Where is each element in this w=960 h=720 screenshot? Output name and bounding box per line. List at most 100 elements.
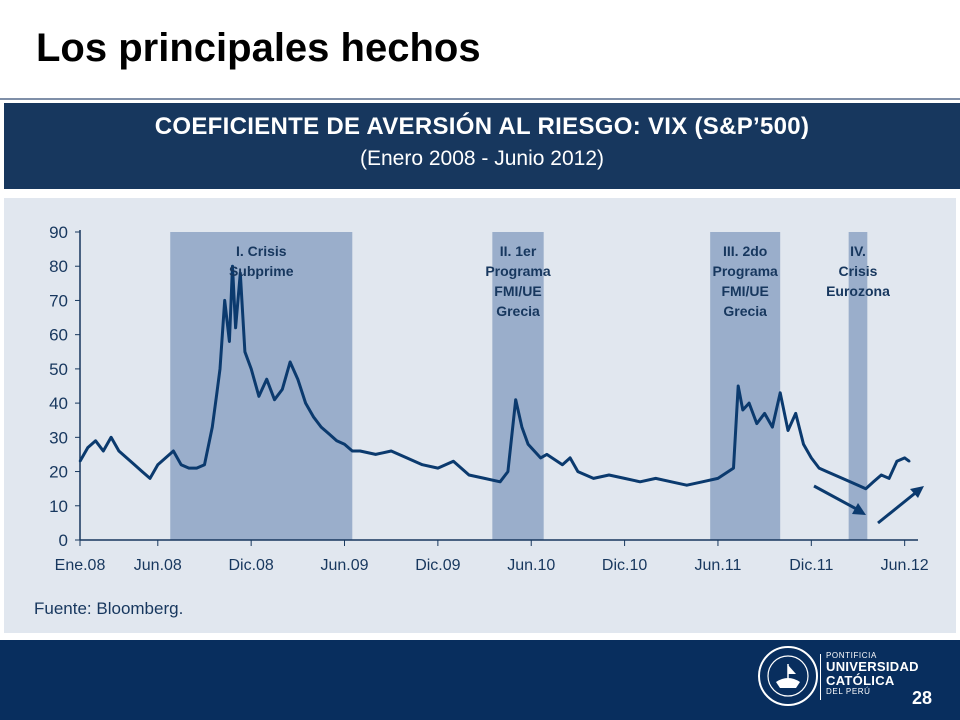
y-tick-label-70: 70 [49,291,68,310]
chart-header-subtitle: (Enero 2008 - Junio 2012) [4,147,960,171]
vix-point-45 [437,467,439,469]
y-tick-label-80: 80 [49,257,68,276]
vix-point-41 [374,453,376,455]
vix-point-20 [224,299,226,301]
vix-point-36 [328,433,330,435]
period-label-2-line-1: II. 1er [500,243,537,259]
vix-point-73 [756,422,758,424]
x-tick-label-4: Jun.09 [320,557,368,574]
logo-line-3: CATÓLICA [826,674,919,688]
slide-title: Los principales hechos [36,26,481,71]
vix-point-68 [717,477,719,479]
vix-point-27 [258,395,260,397]
vix-point-3 [102,450,104,452]
vix-point-26 [250,368,252,370]
vix-point-50 [507,470,509,472]
vix-point-89 [896,460,898,462]
vix-point-88 [888,477,890,479]
vix-point-54 [533,450,535,452]
vix-point-63 [639,481,641,483]
vix-point-58 [569,457,571,459]
vix-point-2 [94,440,96,442]
chart-header: COEFICIENTE DE AVERSIÓN AL RIESGO: VIX (… [4,103,960,189]
vix-point-90 [903,457,905,459]
y-tick-label-0: 0 [59,531,68,550]
university-seal-logo [756,644,820,708]
vix-point-60 [592,477,594,479]
period-label-3-line-2: Programa [712,263,778,279]
x-tick-label-7: Dic.10 [602,557,647,574]
vix-point-76 [779,392,781,394]
vix-point-38 [343,443,345,445]
vix-point-13 [180,464,182,466]
x-tick-label-1: Ene.08 [55,557,106,574]
period-label-3-line-4: Grecia [723,303,767,319]
vix-point-14 [188,467,190,469]
period-label-4-line-1: IV. [850,243,866,259]
vix-point-57 [561,464,563,466]
vix-point-42 [390,450,392,452]
vix-point-18 [216,392,218,394]
vix-line-chart: 0 10 20 30 40 50 60 70 80 90 Ene.08 Jun.08 Dic.08 Jun… [4,198,956,633]
vix-point-11 [164,457,166,459]
vix-point-39 [351,450,353,452]
vix-point-61 [608,474,610,476]
vix-point-55 [539,457,541,459]
logo-divider [820,654,821,700]
vix-point-70 [737,385,739,387]
chart-panel: 0 10 20 30 40 50 60 70 80 90 Ene.08 Jun.08 Dic.08 Jun… [4,198,956,633]
vix-point-64 [655,477,657,479]
logo-line-2: UNIVERSIDAD [826,660,919,674]
vix-point-62 [623,477,625,479]
vix-point-79 [802,443,804,445]
vix-point-17 [211,426,213,428]
logo-line-4: DEL PERÚ [826,688,919,696]
period-label-1-line-1: I. Crisis [236,243,287,259]
vix-point-52 [521,426,523,428]
vix-point-72 [748,402,750,404]
vix-point-0 [79,460,81,462]
period-label-4-line-3: Eurozona [826,283,890,299]
vix-point-1 [87,446,89,448]
vix-point-32 [297,378,299,380]
period-label-1-line-2: Subprime [229,263,294,279]
vix-point-28 [266,378,268,380]
period-label-3-line-1: III. 2do [723,243,767,259]
period-label-4-line-2: Crisis [839,263,878,279]
vix-point-51 [514,398,516,400]
y-tick-label-40: 40 [49,394,68,413]
vix-point-16 [203,464,205,466]
vix-point-75 [771,426,773,428]
vix-point-78 [795,412,797,414]
title-divider [0,98,960,100]
period-label-2-line-4: Grecia [496,303,540,319]
vix-point-85 [865,487,867,489]
y-tick-label-20: 20 [49,463,68,482]
x-tick-label-10: Jun.12 [881,557,929,574]
page-number: 28 [912,688,932,709]
x-tick-label-3: Dic.08 [228,557,273,574]
x-tick-label-6: Jun.10 [507,557,555,574]
x-tick-label-5: Dic.09 [415,557,460,574]
y-tick-label-60: 60 [49,326,68,345]
vix-point-25 [244,351,246,353]
vix-point-66 [686,484,688,486]
period-label-2-line-3: FMI/UE [494,283,541,299]
vix-point-74 [763,412,765,414]
vix-point-71 [742,409,744,411]
vix-point-67 [701,481,703,483]
chart-header-title: COEFICIENTE DE AVERSIÓN AL RIESGO: VIX (… [4,113,960,141]
vix-point-69 [732,467,734,469]
y-tick-label-30: 30 [49,428,68,447]
vix-point-8 [141,470,143,472]
vix-point-56 [546,453,548,455]
vix-point-86 [872,481,874,483]
vix-point-21 [228,340,230,342]
vix-point-81 [818,467,820,469]
university-wordmark: PONTIFICIA UNIVERSIDAD CATÓLICA DEL PERÚ [826,652,919,696]
source-note: Fuente: Bloomberg. [34,599,183,618]
vix-point-47 [468,474,470,476]
y-tick-label-90: 90 [49,223,68,242]
period-label-2-line-2: Programa [485,263,551,279]
vix-point-53 [527,443,529,445]
